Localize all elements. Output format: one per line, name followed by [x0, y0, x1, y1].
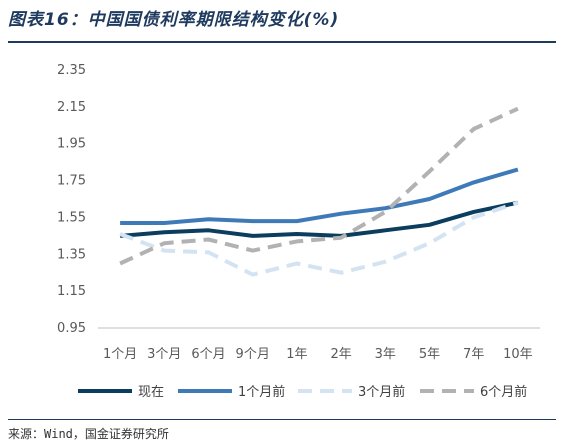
x-tick-label: 1年: [286, 347, 307, 362]
x-tick-label: 7年: [463, 347, 484, 362]
y-tick-label: 1.15: [57, 284, 86, 299]
legend-label-3: 6个月前: [480, 384, 527, 400]
y-tick-label: 1.55: [57, 210, 86, 225]
legend-label-0: 现在: [138, 385, 164, 400]
y-axis-ticks: 0.95 1.15 1.35 1.55 1.75 1.95 2.15 2.35: [57, 63, 86, 336]
series-line-1: [120, 167, 519, 225]
x-tick-label: 5年: [419, 347, 440, 362]
y-tick-label: 2.15: [57, 100, 86, 115]
x-tick-label: 2年: [330, 347, 351, 362]
y-tick-label: 1.35: [57, 247, 86, 262]
chart-title: 图表16：中国国债利率期限结构变化(%): [8, 10, 340, 30]
series-lines: [119, 106, 519, 277]
x-tick-label: 1个月: [103, 347, 137, 362]
series-line-0: [119, 200, 519, 238]
y-tick-label: 1.95: [57, 137, 86, 152]
series-line-3: [119, 106, 519, 266]
x-tick-label: 3个月: [147, 347, 181, 362]
y-tick-label: 0.95: [57, 321, 86, 336]
legend-label-1: 1个月前: [238, 384, 285, 400]
x-tick-label: 6个月: [191, 347, 225, 362]
x-tick-label: 3年: [375, 347, 396, 362]
x-axis-ticks: 1个月 3个月 6个月 9个月 1年 2年 3年 5年 7年 10年: [103, 347, 533, 362]
series-line-2: [119, 200, 519, 277]
source-divider: [8, 419, 556, 420]
source-note: 来源：Wind，国金证券研究所: [8, 427, 169, 441]
y-tick-label: 2.35: [57, 63, 86, 78]
x-tick-label: 9个月: [236, 347, 270, 362]
legend: 现在 1个月前 3个月前 6个月前: [78, 384, 527, 400]
legend-label-2: 3个月前: [358, 384, 405, 400]
x-tick-label: 10年: [503, 347, 533, 362]
y-tick-label: 1.75: [57, 174, 86, 189]
title-divider: [8, 41, 556, 43]
line-chart: 0.95 1.15 1.35 1.55 1.75 1.95 2.15 2.35 1个月 3个月 6…: [57, 63, 540, 400]
